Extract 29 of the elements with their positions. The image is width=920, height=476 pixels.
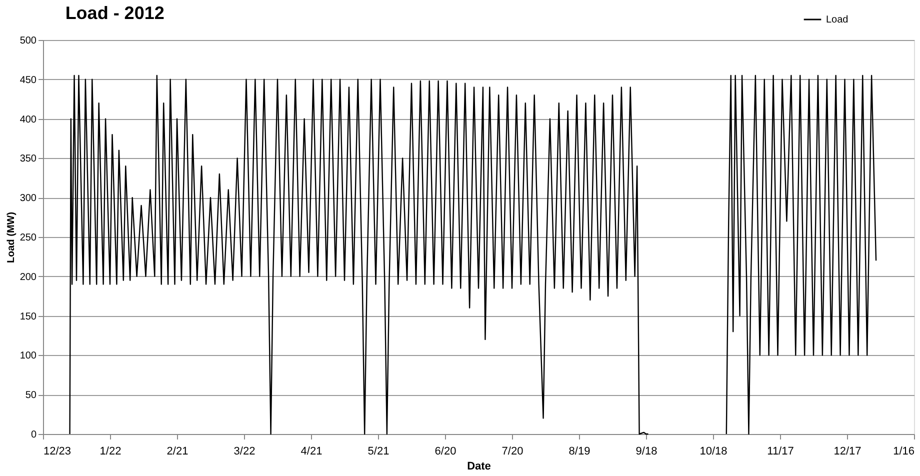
y-axis-title: Load (MW) <box>6 212 17 264</box>
x-tick-label: 3/22 <box>234 446 256 458</box>
x-tick-label: 4/21 <box>300 446 322 458</box>
x-tick-label: 5/21 <box>368 446 390 458</box>
x-tick-label: 1/16 <box>893 446 914 458</box>
x-tick-label: 9/18 <box>636 446 658 458</box>
y-tick-label: 100 <box>20 350 37 362</box>
x-tick-label: 10/18 <box>700 446 728 458</box>
y-tick-label: 350 <box>20 154 37 165</box>
x-tick-label: 11/17 <box>767 446 794 458</box>
chart-title: Load - 2012 <box>65 3 164 23</box>
x-tick-label: 12/23 <box>44 446 72 458</box>
x-tick-label: 8/19 <box>568 446 590 458</box>
x-tick-label: 2/21 <box>166 446 188 458</box>
x-tick-label: 12/17 <box>834 446 862 458</box>
y-tick-label: 300 <box>20 193 37 204</box>
y-tick-label: 500 <box>20 36 37 46</box>
y-tick-label: 50 <box>25 390 37 402</box>
x-tick-label: 6/20 <box>434 446 456 458</box>
y-tick-label: 200 <box>20 272 37 283</box>
x-axis-title: Date <box>467 460 491 472</box>
y-tick-label: 250 <box>20 232 37 244</box>
legend-label: Load <box>826 14 848 26</box>
y-tick-label: 450 <box>20 74 37 86</box>
y-tick-label: 0 <box>30 430 37 440</box>
x-tick-label: 7/20 <box>502 446 524 458</box>
x-tick-label: 1/22 <box>100 446 122 458</box>
y-tick-label: 400 <box>20 114 37 126</box>
y-tick-label: 150 <box>20 311 37 322</box>
